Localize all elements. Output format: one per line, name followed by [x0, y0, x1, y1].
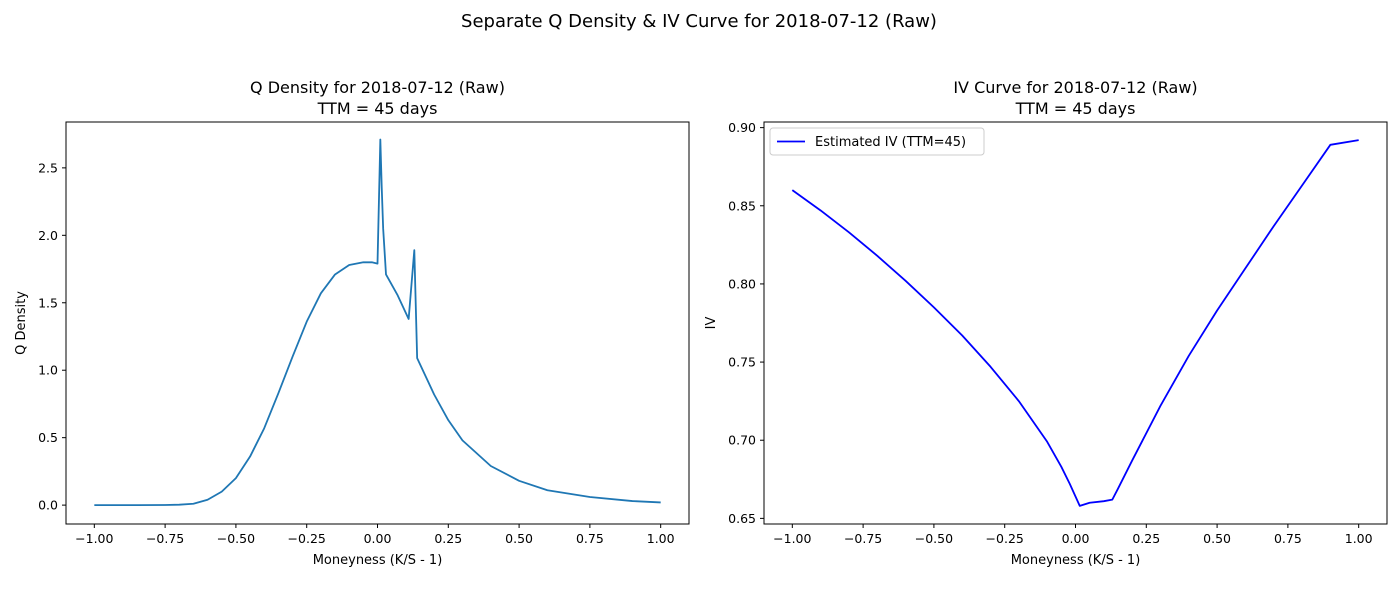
iv-curve-legend-box	[769, 127, 985, 156]
q-density-y-tick-label: 1.0	[38, 363, 58, 378]
q-density-x-tick-label: 1.00	[647, 531, 675, 546]
iv-curve-x-tick-label: −1.00	[773, 531, 811, 546]
q-density-x-axis-label: Moneyness (K/S - 1)	[313, 553, 443, 568]
iv-curve-legend-label: Estimated IV (TTM=45)	[815, 135, 966, 150]
q-density-y-tick-label: 0.5	[38, 430, 58, 445]
q-density-y-tick-label: 1.5	[38, 295, 58, 310]
q-density-x-tick-label: −0.75	[146, 531, 184, 546]
iv-curve-y-tick-label: 0.70	[728, 433, 756, 448]
iv-curve-series-line-0	[791, 139, 1359, 507]
q-density-x-tick-label: 0.50	[505, 531, 533, 546]
iv-curve-x-tick-label: −0.25	[986, 531, 1024, 546]
iv-curve-y-tick-label: 0.75	[728, 355, 756, 370]
iv-curve-title: IV Curve for 2018-07-12 (Raw)	[953, 78, 1197, 97]
iv-curve-x-tick-label: −0.75	[844, 531, 882, 546]
iv-curve-x-tick-label: 0.75	[1274, 531, 1302, 546]
iv-curve-y-axis-label: IV	[704, 317, 719, 330]
q-density-y-tick-label: 2.5	[38, 160, 58, 175]
iv-curve-y-tick-label: 0.85	[728, 198, 756, 213]
q-density-x-tick-label: −0.50	[217, 531, 255, 546]
iv-curve-y-tick-label: 0.65	[728, 511, 756, 526]
iv-curve-x-tick-label: 0.50	[1203, 531, 1231, 546]
iv-curve-y-tick-label: 0.90	[728, 120, 756, 135]
q-density-series-line-0	[94, 138, 661, 507]
q-density-x-tick-label: 0.00	[364, 531, 392, 546]
iv-curve-panel: IV Curve for 2018-07-12 (Raw) TTM = 45 da…	[704, 78, 1388, 568]
q-density-x-tick-label: 0.75	[576, 531, 604, 546]
iv-curve-axes-frame	[763, 121, 1388, 525]
q-density-y-axis-label: Q Density	[14, 291, 29, 355]
q-density-subtitle: TTM = 45 days	[317, 99, 438, 118]
q-density-axes-frame	[65, 121, 690, 525]
iv-curve-x-tick-label: 0.25	[1132, 531, 1160, 546]
q-density-panel: Q Density for 2018-07-12 (Raw) TTM = 45 d…	[14, 78, 690, 568]
q-density-x-tick-label: 0.25	[434, 531, 462, 546]
q-density-y-tick-label: 2.0	[38, 228, 58, 243]
q-density-title: Q Density for 2018-07-12 (Raw)	[250, 78, 505, 97]
iv-curve-x-tick-label: 0.00	[1062, 531, 1090, 546]
iv-curve-x-tick-label: 1.00	[1345, 531, 1373, 546]
iv-curve-subtitle: TTM = 45 days	[1015, 99, 1136, 118]
iv-curve-y-tick-label: 0.80	[728, 276, 756, 291]
q-density-x-tick-label: −1.00	[75, 531, 113, 546]
q-density-y-tick-label: 0.0	[38, 498, 58, 513]
figure-suptitle: Separate Q Density & IV Curve for 2018-0…	[461, 11, 937, 32]
q-density-x-tick-label: −0.25	[288, 531, 326, 546]
iv-curve-x-axis-label: Moneyness (K/S - 1)	[1011, 553, 1141, 568]
iv-curve-x-tick-label: −0.50	[915, 531, 953, 546]
